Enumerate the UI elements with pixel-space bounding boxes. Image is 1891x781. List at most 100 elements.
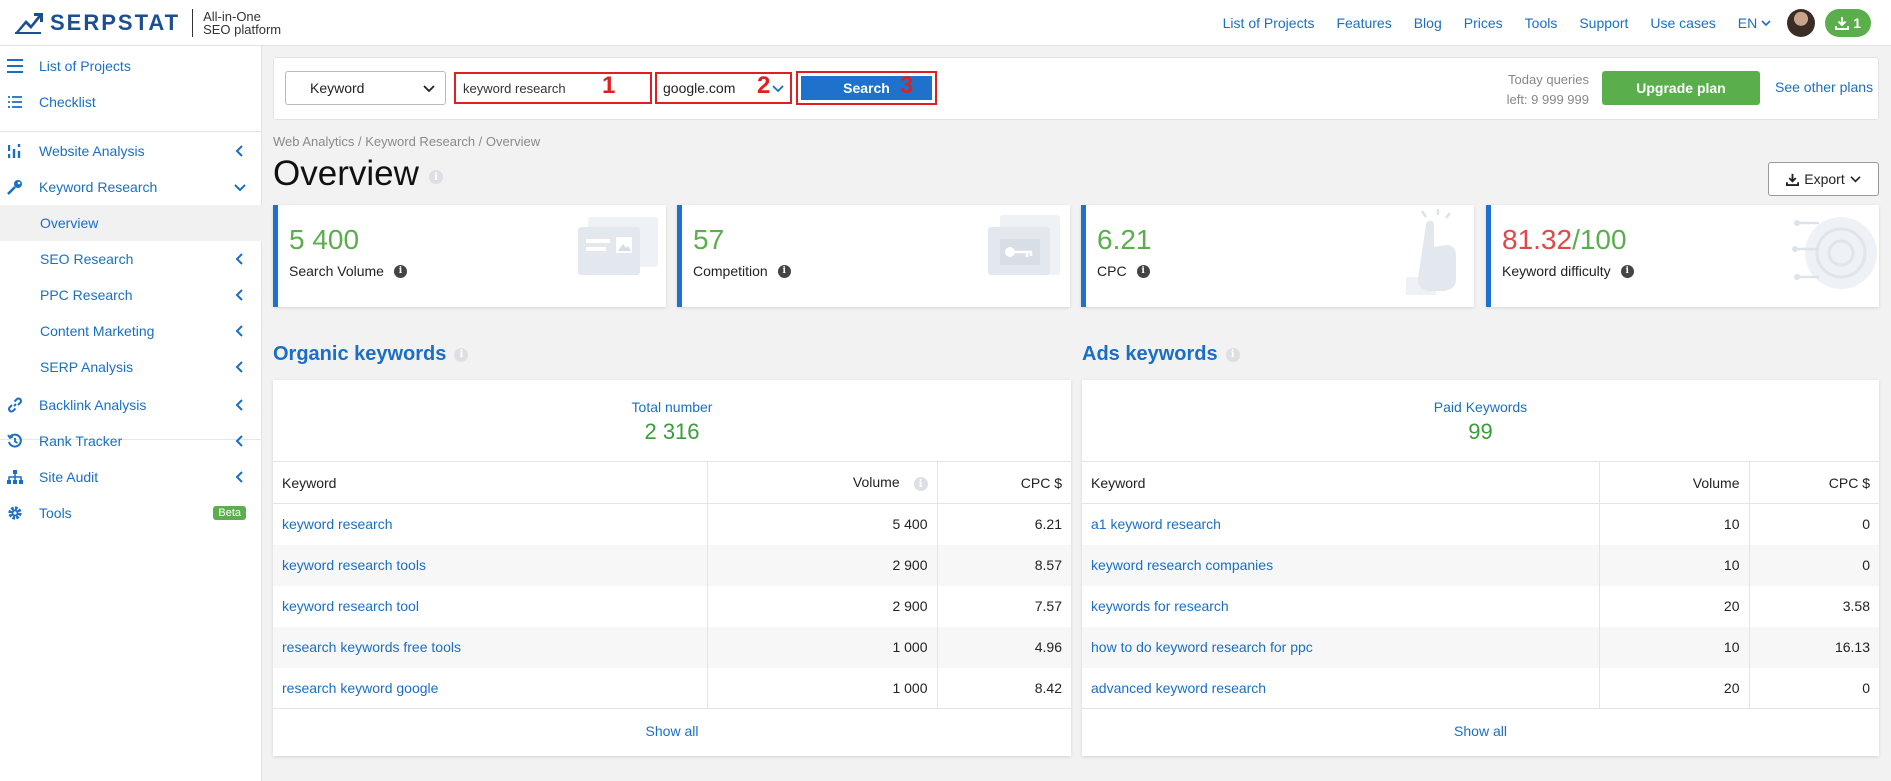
sidebar-item-keyword-research[interactable]: Keyword Research <box>0 169 262 205</box>
keyword-link[interactable]: keyword research <box>282 516 393 533</box>
column-header-keyword[interactable]: Keyword <box>1082 461 1599 504</box>
volume-cell: 2 900 <box>706 544 937 586</box>
volume-cell: 1 000 <box>706 626 937 668</box>
keyword-input[interactable]: keyword research <box>454 72 652 104</box>
cpc-card: 6.21 CPC i <box>1081 205 1474 307</box>
upgrade-plan-button[interactable]: Upgrade plan <box>1602 71 1760 105</box>
info-icon[interactable]: i <box>1620 264 1634 278</box>
search-volume-card: 5 400 Search Volume i <box>273 205 666 307</box>
queries-value: left: 9 999 999 <box>1506 92 1589 107</box>
logo[interactable]: SERPSTAT All-in-One SEO platform <box>14 8 281 37</box>
ads-keywords-title[interactable]: Ads keywords <box>1082 343 1218 365</box>
competition-label: Competition i <box>693 263 791 279</box>
sidebar-item-website-analysis[interactable]: Website Analysis <box>0 133 262 169</box>
organic-total-label: Total number <box>631 399 713 415</box>
volume-cell: 20 <box>1598 667 1749 709</box>
nav-prices[interactable]: Prices <box>1463 15 1503 31</box>
keyword-cell: research keyword google <box>273 667 707 709</box>
ads-show-all-link[interactable]: Show all <box>1454 723 1507 739</box>
see-other-plans-link[interactable]: See other plans <box>1775 79 1874 95</box>
search-volume-label-text: Search Volume <box>289 263 384 279</box>
history-icon <box>7 433 23 449</box>
sitemap-icon <box>7 469 23 485</box>
sidebar-item-backlink-analysis[interactable]: Backlink Analysis <box>0 387 262 423</box>
table-row: a1 keyword research 10 0 <box>1082 503 1879 545</box>
column-header-cpc[interactable]: CPC $ <box>1748 461 1879 504</box>
nav-blog[interactable]: Blog <box>1413 15 1442 31</box>
sidebar-label: List of Projects <box>39 58 131 74</box>
search-volume-value: 5 400 <box>289 224 360 255</box>
column-header-keyword[interactable]: Keyword <box>273 461 707 504</box>
organic-keywords-heading: Organic keywords i <box>273 343 469 366</box>
info-icon[interactable]: i <box>393 264 407 278</box>
chevron-left-icon <box>235 471 243 483</box>
info-icon[interactable]: i <box>429 170 443 184</box>
annotation-marker-2: 2 <box>757 72 771 99</box>
organic-show-all-link[interactable]: Show all <box>645 723 699 739</box>
breadcrumb[interactable]: Web Analytics / Keyword Research / Overv… <box>273 134 541 149</box>
keyword-link[interactable]: keyword research tools <box>282 557 426 573</box>
sidebar-item-seo-research[interactable]: SEO Research <box>0 241 262 277</box>
sidebar-item-overview[interactable]: Overview <box>0 205 262 241</box>
downloads-button[interactable]: 1 <box>1825 9 1871 37</box>
keyword-link[interactable]: keyword research companies <box>1091 557 1274 573</box>
keyword-link[interactable]: how to do keyword research for ppc <box>1091 639 1313 655</box>
column-header-volume[interactable]: Volume <box>1598 461 1749 504</box>
keyword-cell: research keywords free tools <box>273 626 707 668</box>
keyword-link[interactable]: a1 keyword research <box>1091 516 1221 533</box>
nav-features[interactable]: Features <box>1336 15 1392 31</box>
sidebar-label: Backlink Analysis <box>39 397 147 413</box>
column-header-volume[interactable]: Volume i <box>706 461 937 504</box>
page-title: Overview <box>273 154 419 193</box>
avatar[interactable] <box>1787 9 1816 37</box>
keyword-cell: a1 keyword research <box>1082 504 1599 545</box>
nav-use-cases[interactable]: Use cases <box>1650 15 1716 31</box>
brand-tagline: All-in-One SEO platform <box>203 10 281 36</box>
language-selector[interactable]: EN <box>1738 15 1771 31</box>
keyword-link[interactable]: research keywords free tools <box>282 639 461 655</box>
keyword-input-value: keyword research <box>463 80 566 96</box>
bar-chart-icon <box>7 143 23 159</box>
organic-keywords-title[interactable]: Organic keywords <box>273 343 447 365</box>
search-type-select[interactable]: Keyword <box>285 71 446 105</box>
info-icon[interactable]: i <box>454 347 469 362</box>
keyword-cell: keyword research tool <box>273 586 707 627</box>
keyword-link[interactable]: research keyword google <box>282 679 439 696</box>
database-select[interactable]: google.com <box>655 72 792 104</box>
keyword-link[interactable]: advanced keyword research <box>1091 679 1267 696</box>
sidebar-item-tools[interactable]: Tools Beta <box>0 495 262 531</box>
pointer-hand-icon <box>1406 209 1456 295</box>
keyword-link[interactable]: keywords for research <box>1091 598 1229 614</box>
sidebar-item-rank-tracker[interactable]: Rank Tracker <box>0 423 262 459</box>
nav-tools[interactable]: Tools <box>1524 15 1558 31</box>
ads-total-label: Paid Keywords <box>1433 399 1528 415</box>
info-icon[interactable]: i <box>1225 347 1240 362</box>
chevron-left-icon <box>235 435 243 447</box>
keyword-link[interactable]: keyword research tool <box>282 598 419 614</box>
nav-list-of-projects[interactable]: List of Projects <box>1222 15 1315 31</box>
key-icon <box>7 179 23 195</box>
search-button[interactable]: Search <box>801 76 932 100</box>
sidebar-item-content-marketing[interactable]: Content Marketing <box>0 313 262 349</box>
volume-cell: 10 <box>1598 544 1749 586</box>
sidebar-item-ppc-research[interactable]: PPC Research <box>0 277 262 313</box>
sidebar-item-site-audit[interactable]: Site Audit <box>0 459 262 495</box>
sidebar-label: Tools <box>39 505 72 521</box>
tagline-line-2: SEO platform <box>203 21 282 37</box>
sidebar-item-serp-analysis[interactable]: SERP Analysis <box>0 349 262 385</box>
info-icon[interactable]: i <box>913 477 928 492</box>
keyword-difficulty-max: /100 <box>1572 224 1627 255</box>
nav-support[interactable]: Support <box>1579 15 1629 31</box>
competition-value: 57 <box>693 224 725 255</box>
info-icon[interactable]: i <box>777 264 791 278</box>
export-button[interactable]: Export <box>1768 162 1879 196</box>
serpstat-logo-icon <box>15 12 43 34</box>
cpc-label: CPC i <box>1097 263 1150 279</box>
keyword-cell: keyword research tools <box>273 544 707 586</box>
cpc-cell: 0 <box>1748 503 1879 545</box>
column-header-cpc[interactable]: CPC $ <box>936 461 1071 504</box>
sidebar-item-list-of-projects[interactable]: List of Projects <box>0 48 262 84</box>
gear-icon <box>7 505 23 521</box>
info-icon[interactable]: i <box>1136 264 1150 278</box>
sidebar-item-checklist[interactable]: Checklist <box>0 84 262 120</box>
